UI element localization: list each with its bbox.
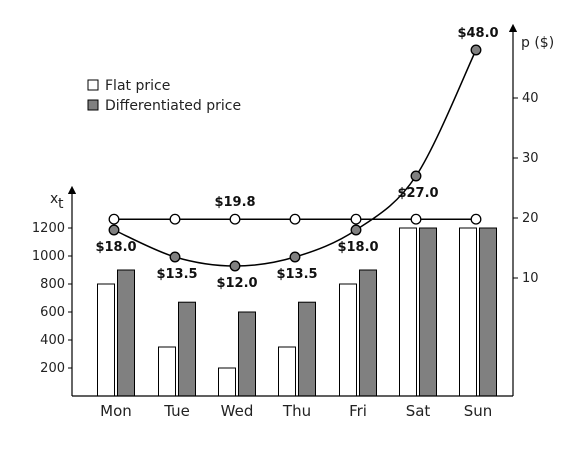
lines-layer bbox=[108, 44, 482, 272]
bar-flat-mon bbox=[97, 283, 115, 397]
left-tick-label-200: 200 bbox=[40, 361, 65, 376]
category-label-sat: Sat bbox=[406, 402, 431, 420]
category-label-wed: Wed bbox=[221, 402, 254, 420]
left-tick-label-600: 600 bbox=[40, 305, 65, 320]
point-flat-fri bbox=[350, 213, 362, 225]
bar-diff-sun bbox=[479, 227, 497, 397]
bar-diff-fri bbox=[359, 269, 377, 397]
point-diff-sat bbox=[410, 170, 422, 182]
left-axis-label-subscript: t bbox=[58, 196, 64, 212]
axes-layer: 200 400 600 800 1000 1200 x t 10 20 30 40 p ($) Mon Tu… bbox=[32, 23, 554, 420]
right-tick-label-40: 40 bbox=[522, 91, 539, 106]
bar-diff-mon bbox=[117, 269, 135, 397]
right-tick-label-30: 30 bbox=[522, 151, 539, 166]
point-diff-thu bbox=[289, 251, 301, 263]
legend: Flat price Differentiated price bbox=[87, 78, 241, 114]
bar-diff-tue bbox=[178, 301, 196, 397]
left-axis-label: x bbox=[50, 191, 58, 207]
data-label-diff-sun: $48.0 bbox=[457, 26, 498, 41]
legend-swatch-flat bbox=[87, 79, 99, 91]
bar-flat-sun bbox=[459, 227, 477, 397]
data-label-diff-mon: $18.0 bbox=[95, 240, 136, 255]
bar-flat-sat bbox=[399, 227, 417, 397]
data-label-diff-wed: $12.0 bbox=[216, 276, 257, 291]
bar-diff-thu bbox=[298, 301, 316, 397]
point-flat-thu bbox=[289, 213, 301, 225]
labels-layer: $19.8 $18.0 $13.5 $12.0 $13.5 $18.0 $27.0 $48.0 bbox=[95, 26, 498, 291]
legend-label-diff: Differentiated price bbox=[105, 98, 241, 114]
point-flat-mon bbox=[108, 213, 120, 225]
data-label-flat-wed: $19.8 bbox=[214, 195, 255, 210]
right-axis-label: p ($) bbox=[521, 35, 554, 51]
category-label-sun: Sun bbox=[464, 402, 493, 420]
right-tick-label-20: 20 bbox=[522, 211, 539, 226]
category-label-tue: Tue bbox=[163, 402, 190, 420]
data-label-diff-sat: $27.0 bbox=[397, 186, 438, 201]
point-flat-sun bbox=[470, 213, 482, 225]
legend-swatch-diff bbox=[87, 99, 99, 111]
legend-label-flat: Flat price bbox=[105, 78, 170, 94]
data-label-diff-fri: $18.0 bbox=[337, 240, 378, 255]
bar-flat-tue bbox=[158, 346, 176, 397]
point-diff-sun bbox=[470, 44, 482, 56]
point-flat-wed bbox=[229, 213, 241, 225]
bar-diff-wed bbox=[238, 311, 256, 397]
point-diff-fri bbox=[350, 224, 362, 236]
left-tick-label-1000: 1000 bbox=[32, 249, 65, 264]
data-label-diff-tue: $13.5 bbox=[156, 267, 197, 282]
category-label-mon: Mon bbox=[100, 402, 132, 420]
left-tick-label-400: 400 bbox=[40, 333, 65, 348]
left-tick-label-1200: 1200 bbox=[32, 221, 65, 236]
point-flat-tue bbox=[169, 213, 181, 225]
bar-diff-sat bbox=[419, 227, 437, 397]
bar-flat-wed bbox=[218, 367, 236, 397]
point-flat-sat bbox=[410, 213, 422, 225]
bar-flat-fri bbox=[339, 283, 357, 397]
category-label-fri: Fri bbox=[349, 402, 367, 420]
bar-flat-thu bbox=[278, 346, 296, 397]
point-diff-wed bbox=[229, 260, 241, 272]
point-diff-tue bbox=[169, 251, 181, 263]
data-label-diff-thu: $13.5 bbox=[276, 267, 317, 282]
right-tick-label-10: 10 bbox=[522, 271, 539, 286]
point-diff-mon bbox=[108, 224, 120, 236]
left-tick-label-800: 800 bbox=[40, 277, 65, 292]
category-label-thu: Thu bbox=[282, 402, 311, 420]
